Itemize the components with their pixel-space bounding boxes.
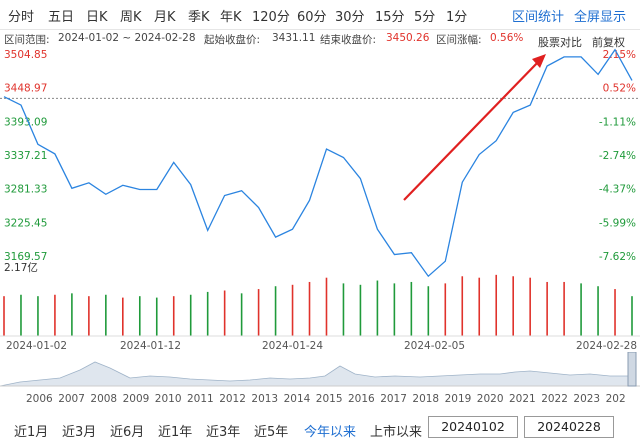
navigator-year-label: 2020 — [477, 393, 504, 405]
x-axis-label: 2024-01-12 — [120, 340, 181, 352]
date-from-input[interactable]: 20240102 — [428, 416, 518, 438]
x-axis-label: 2024-01-24 — [262, 340, 323, 352]
navigator-year-label: 2018 — [412, 393, 439, 405]
range-value: 2024-01-02 ~ 2024-02-28 — [58, 32, 196, 44]
navigator-year-label: 2019 — [445, 393, 472, 405]
range-1m-button[interactable]: 近1月 — [14, 425, 49, 440]
navigator-year-label: 2015 — [316, 393, 343, 405]
tab-60min[interactable]: 60分 — [297, 10, 327, 25]
tab-1min[interactable]: 1分 — [446, 10, 468, 25]
x-axis-label: 2024-02-28 — [576, 340, 637, 352]
tab-yearly-k[interactable]: 年K — [220, 10, 242, 25]
navigator-year-label: 2014 — [284, 393, 311, 405]
y-tick-right: -5.99% — [599, 217, 636, 229]
range-since-listing-button[interactable]: 上市以来 — [370, 425, 423, 440]
navigator-year-label: 2008 — [90, 393, 117, 405]
navigator-year-label: 2007 — [58, 393, 85, 405]
tab-weekly-k[interactable]: 周K — [120, 10, 142, 25]
period-tabs: 分时 五日 日K 周K 月K 季K 年K 120分 60分 30分 15分 5分… — [0, 0, 640, 30]
trend-arrow-head — [532, 54, 546, 68]
navigator-year-label: 2012 — [219, 393, 246, 405]
navigator-area — [0, 361, 629, 387]
navigator-year-label: 2006 — [26, 393, 53, 405]
y-tick-right: -7.62% — [599, 251, 636, 263]
x-axis-labels: 2024-01-02 2024-01-12 2024-01-24 2024-02-05… — [6, 340, 637, 352]
y-tick-right: 2.15% — [603, 49, 636, 61]
price-chart[interactable]: 股票对比 前复权 3504.85 3448.97 3393.09 3337.21 328… — [0, 35, 640, 352]
navigator-year-label: 2013 — [251, 393, 278, 405]
start-close-label: 起始收盘价: — [204, 34, 261, 46]
volume-bars — [3, 274, 633, 336]
y-tick-left: 3169.57 — [4, 251, 47, 263]
range-change-value: 0.56% — [490, 32, 524, 44]
range-6m-button[interactable]: 近6月 — [110, 425, 145, 440]
y-tick-right: -4.37% — [599, 184, 636, 196]
volume-max-label: 2.17亿 — [4, 261, 38, 274]
fullscreen-button[interactable]: 全屏显示 — [574, 10, 627, 25]
range-5y-button[interactable]: 近5年 — [254, 425, 289, 440]
tab-fenshi[interactable]: 分时 — [8, 10, 35, 25]
range-navigator[interactable]: 2006 2007 2008 2009 2010 2011 2012 2013 2014 2015… — [0, 351, 640, 408]
tab-15min[interactable]: 15分 — [375, 10, 405, 25]
y-tick-right: -1.11% — [599, 116, 636, 128]
navigator-chart[interactable]: 2006 2007 2008 2009 2010 2011 2012 2013 2014 2015… — [0, 351, 640, 408]
tab-daily-k[interactable]: 日K — [86, 10, 108, 25]
range-info-bar: 区间范围: 2024-01-02 ~ 2024-02-28 起始收盘价: 343… — [0, 30, 640, 48]
trend-arrow-shaft — [403, 59, 541, 201]
y-tick-left: 3225.45 — [4, 217, 47, 229]
y-tick-left: 3281.33 — [4, 184, 47, 196]
tab-5min[interactable]: 5分 — [414, 10, 436, 25]
compare-button[interactable]: 股票对比 — [538, 35, 582, 49]
navigator-year-label: 2023 — [573, 393, 600, 405]
navigator-year-label: 2016 — [348, 393, 375, 405]
y-tick-left: 3504.85 — [4, 49, 47, 61]
x-axis-label: 2024-01-02 — [6, 340, 67, 352]
range-stats-button[interactable]: 区间统计 — [512, 10, 565, 25]
navigator-year-label: 2021 — [509, 393, 536, 405]
price-line — [3, 48, 633, 278]
range-1y-button[interactable]: 近1年 — [158, 425, 193, 440]
navigator-year-label: 2017 — [380, 393, 407, 405]
range-change-label: 区间涨幅: — [436, 34, 482, 46]
y-tick-right: -2.74% — [599, 150, 636, 162]
navigator-year-label: 2010 — [155, 393, 182, 405]
y-tick-left: 3337.21 — [4, 150, 47, 162]
navigator-year-label: 2022 — [541, 393, 568, 405]
x-axis-label: 2024-02-05 — [404, 340, 465, 352]
tab-120min[interactable]: 120分 — [252, 10, 290, 25]
tab-quarterly-k[interactable]: 季K — [188, 10, 210, 25]
y-axis-left: 3504.85 3448.97 3393.09 3337.21 3281.33 3225.… — [4, 49, 47, 263]
tab-30min[interactable]: 30分 — [335, 10, 365, 25]
y-axis-right: 2.15% 0.52% -1.11% -2.74% -4.37% -5.99% -7.62% — [599, 49, 636, 263]
tab-monthly-k[interactable]: 月K — [154, 10, 176, 25]
start-close-value: 3431.11 — [272, 32, 316, 44]
navigator-year-label: 202 — [606, 393, 626, 405]
tab-five-day[interactable]: 五日 — [48, 10, 75, 25]
y-tick-left: 3448.97 — [4, 83, 47, 95]
range-label: 区间范围: — [4, 34, 50, 46]
end-close-label: 结束收盘价: — [320, 34, 377, 46]
range-3m-button[interactable]: 近3月 — [62, 425, 97, 440]
y-tick-left: 3393.09 — [4, 116, 47, 128]
end-close-value: 3450.26 — [386, 32, 430, 44]
date-to-input[interactable]: 20240228 — [524, 416, 614, 438]
range-3y-button[interactable]: 近3年 — [206, 425, 241, 440]
adjust-button[interactable]: 前复权 — [592, 35, 625, 49]
navigator-year-label: 2009 — [123, 393, 150, 405]
y-tick-right: 0.52% — [603, 83, 636, 95]
navigator-year-label: 2011 — [187, 393, 214, 405]
range-ytd-button[interactable]: 今年以来 — [304, 425, 357, 440]
range-buttons-bar: 近1月 近3月 近6月 近1年 近3年 近5年 今年以来 上市以来 202401… — [0, 414, 640, 442]
navigator-years: 2006 2007 2008 2009 2010 2011 2012 2013 2014 2015… — [26, 393, 626, 405]
navigator-handle[interactable] — [627, 351, 637, 387]
